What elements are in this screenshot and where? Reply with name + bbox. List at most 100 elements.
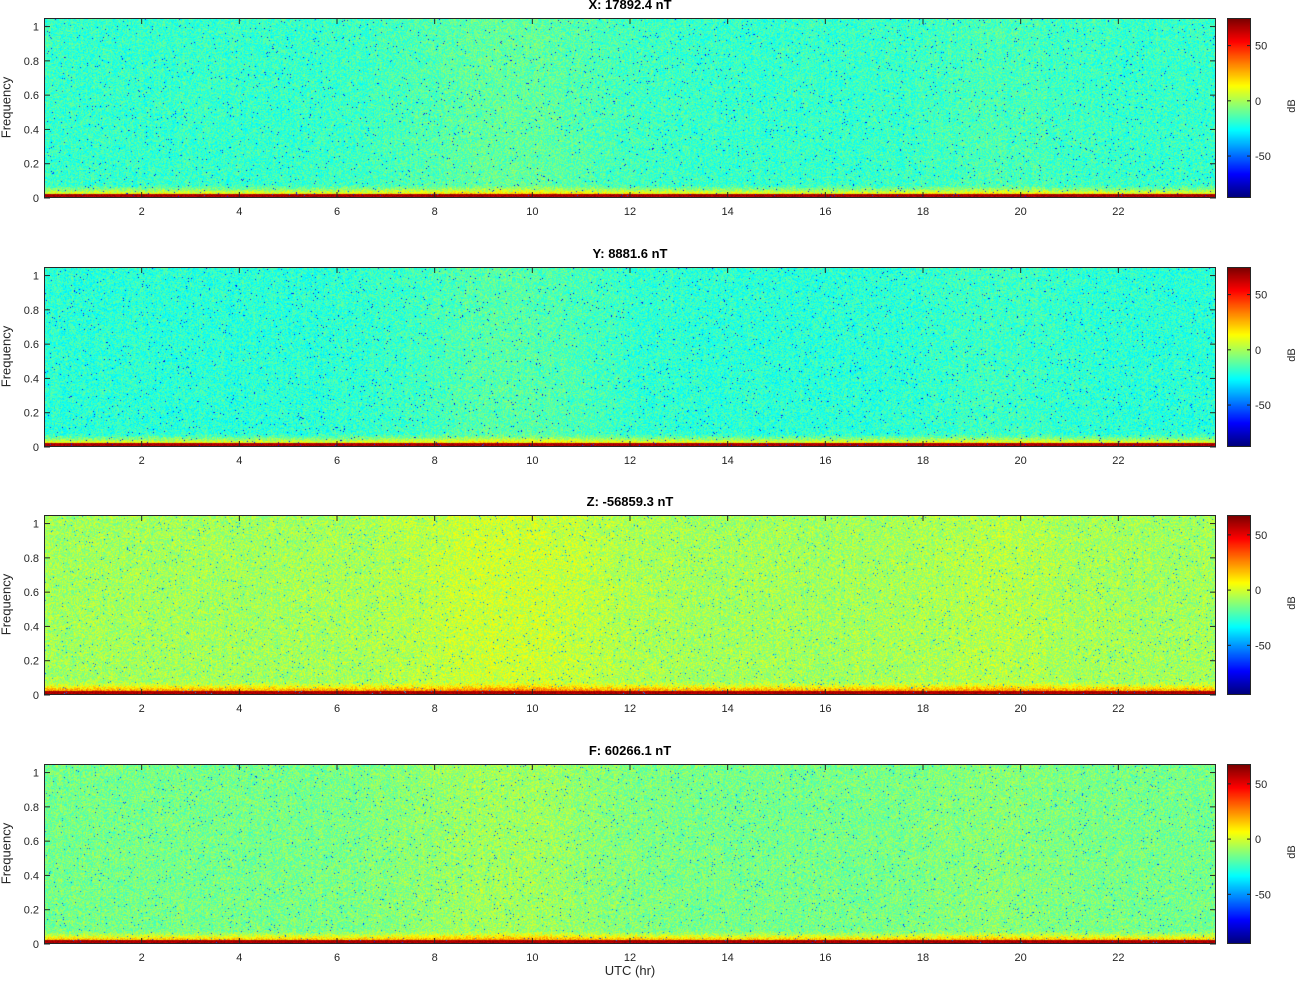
chart-title: F: 60266.1 nT xyxy=(588,743,672,758)
colorbar-gradient xyxy=(1228,765,1250,943)
y-tick-label: 0.8 xyxy=(24,56,39,68)
colorbar-tick-label: 0 xyxy=(1255,834,1261,846)
x-tick-label: 22 xyxy=(1112,455,1124,467)
heatmap-cells xyxy=(45,516,1215,694)
x-tick-label: 10 xyxy=(526,703,538,715)
colorbar-gradient xyxy=(1228,516,1250,694)
x-tick-label: 14 xyxy=(722,206,734,218)
x-tick-label: 8 xyxy=(432,952,438,964)
y-tick-label: 0 xyxy=(33,690,39,702)
colorbar-tick-label: 50 xyxy=(1255,41,1267,53)
heatmap-cells xyxy=(45,268,1215,446)
x-tick-label: 18 xyxy=(917,455,929,467)
spectrogram-panel: X: 17892.4 nT Frequency dB 2 4 6 8 10 12 14 16 18 20… xyxy=(0,0,1297,245)
heatmap-plot-area xyxy=(44,267,1216,447)
y-tick-label: 0.8 xyxy=(24,553,39,565)
x-tick-label: 6 xyxy=(334,206,340,218)
heatmap-plot-area xyxy=(44,764,1216,944)
axes-overlay: 2 4 6 8 10 12 14 16 18 20 22 0 0.2 0.4 0.6 0.8 1 -50 0 50 xyxy=(24,515,1271,715)
spectrogram-panel: Z: -56859.3 nT Frequency dB 2 4 6 8 10 12 14 16 18 2… xyxy=(0,494,1297,742)
x-tick-label: 14 xyxy=(722,703,734,715)
x-tick-label: 12 xyxy=(624,206,636,218)
y-tick-label: 0.2 xyxy=(24,159,39,171)
x-tick-label: 8 xyxy=(432,455,438,467)
y-tick-label: 0 xyxy=(33,939,39,951)
y-tick-label: 0.2 xyxy=(24,408,39,420)
x-tick-label: 16 xyxy=(819,455,831,467)
y-tick-label: 1 xyxy=(33,271,39,283)
x-tick-label: 20 xyxy=(1015,455,1027,467)
x-tick-label: 20 xyxy=(1015,703,1027,715)
y-tick-label: 0.4 xyxy=(24,124,39,136)
x-tick-label: 2 xyxy=(139,703,145,715)
y-tick-label: 0 xyxy=(33,193,39,205)
colorbar xyxy=(1227,515,1251,695)
colorbar-tick-label: 0 xyxy=(1255,585,1261,597)
axes-overlay: 2 4 6 8 10 12 14 16 18 20 22 0 0.2 0.4 0.6 0.8 1 -50 0 50 xyxy=(24,267,1271,467)
spectrogram-panel: Y: 8881.6 nT Frequency dB 2 4 6 8 10 12 14 16 18 20 2… xyxy=(0,246,1297,494)
chart-title: X: 17892.4 nT xyxy=(588,0,672,12)
x-tick-label: 18 xyxy=(917,206,929,218)
x-tick-label: 20 xyxy=(1015,206,1027,218)
heatmap-cells xyxy=(45,19,1215,197)
x-tick-label: 10 xyxy=(526,455,538,467)
y-tick-label: 0.6 xyxy=(24,587,39,599)
x-tick-label: 16 xyxy=(819,703,831,715)
x-tick-label: 6 xyxy=(334,703,340,715)
x-tick-label: 8 xyxy=(432,206,438,218)
x-tick-label: 4 xyxy=(236,206,242,218)
x-tick-label: 14 xyxy=(722,455,734,467)
y-tick-label: 0.6 xyxy=(24,90,39,102)
colorbar-gradient xyxy=(1228,268,1250,446)
y-tick-label: 0 xyxy=(33,442,39,454)
colorbar-tick-label: -50 xyxy=(1255,151,1271,163)
y-tick-label: 0.4 xyxy=(24,373,39,385)
chart-title: Y: 8881.6 nT xyxy=(592,246,668,261)
colorbar-tick-label: -50 xyxy=(1255,640,1271,652)
heatmap-plot-area xyxy=(44,18,1216,198)
x-tick-label: 14 xyxy=(722,952,734,964)
y-tick-label: 0.2 xyxy=(24,905,39,917)
x-tick-label: 16 xyxy=(819,952,831,964)
x-tick-label: 12 xyxy=(624,455,636,467)
y-tick-label: 0.2 xyxy=(24,656,39,668)
heatmap-cells xyxy=(45,765,1215,943)
colorbar-gradient xyxy=(1228,19,1250,197)
x-tick-label: 6 xyxy=(334,455,340,467)
y-tick-label: 1 xyxy=(33,22,39,34)
colorbar xyxy=(1227,267,1251,447)
x-tick-label: 8 xyxy=(432,703,438,715)
colorbar-tick-label: 50 xyxy=(1255,530,1267,542)
y-tick-label: 0.6 xyxy=(24,836,39,848)
heatmap-plot-area xyxy=(44,515,1216,695)
colorbar xyxy=(1227,18,1251,198)
y-tick-label: 0.8 xyxy=(24,305,39,317)
x-tick-label: 20 xyxy=(1015,952,1027,964)
y-tick-label: 0.8 xyxy=(24,802,39,814)
y-tick-label: 0.4 xyxy=(24,870,39,882)
colorbar xyxy=(1227,764,1251,944)
colorbar-tick-label: 50 xyxy=(1255,779,1267,791)
x-tick-label: 18 xyxy=(917,703,929,715)
x-tick-label: 16 xyxy=(819,206,831,218)
x-tick-label: 22 xyxy=(1112,703,1124,715)
x-tick-label: 4 xyxy=(236,703,242,715)
x-tick-label: 18 xyxy=(917,952,929,964)
x-tick-label: 10 xyxy=(526,206,538,218)
y-tick-label: 0.4 xyxy=(24,621,39,633)
x-tick-label: 22 xyxy=(1112,206,1124,218)
colorbar-tick-label: -50 xyxy=(1255,400,1271,412)
x-tick-label: 6 xyxy=(334,952,340,964)
colorbar-tick-label: 0 xyxy=(1255,96,1261,108)
colorbar-tick-label: 0 xyxy=(1255,345,1261,357)
chart-title: Z: -56859.3 nT xyxy=(586,494,674,509)
x-tick-label: 2 xyxy=(139,206,145,218)
x-tick-label: 2 xyxy=(139,952,145,964)
colorbar-tick-label: 50 xyxy=(1255,290,1267,302)
colorbar-tick-label: -50 xyxy=(1255,889,1271,901)
x-tick-label: 4 xyxy=(236,455,242,467)
x-tick-label: 12 xyxy=(624,952,636,964)
spectrogram-panel: F: 60266.1 nT Frequency dB 2 4 6 8 10 12 14 16 18 20… xyxy=(0,743,1297,991)
axes-overlay: 2 4 6 8 10 12 14 16 18 20 22 0 0.2 0.4 0.6 0.8 1 -50 0 50 xyxy=(24,18,1271,218)
